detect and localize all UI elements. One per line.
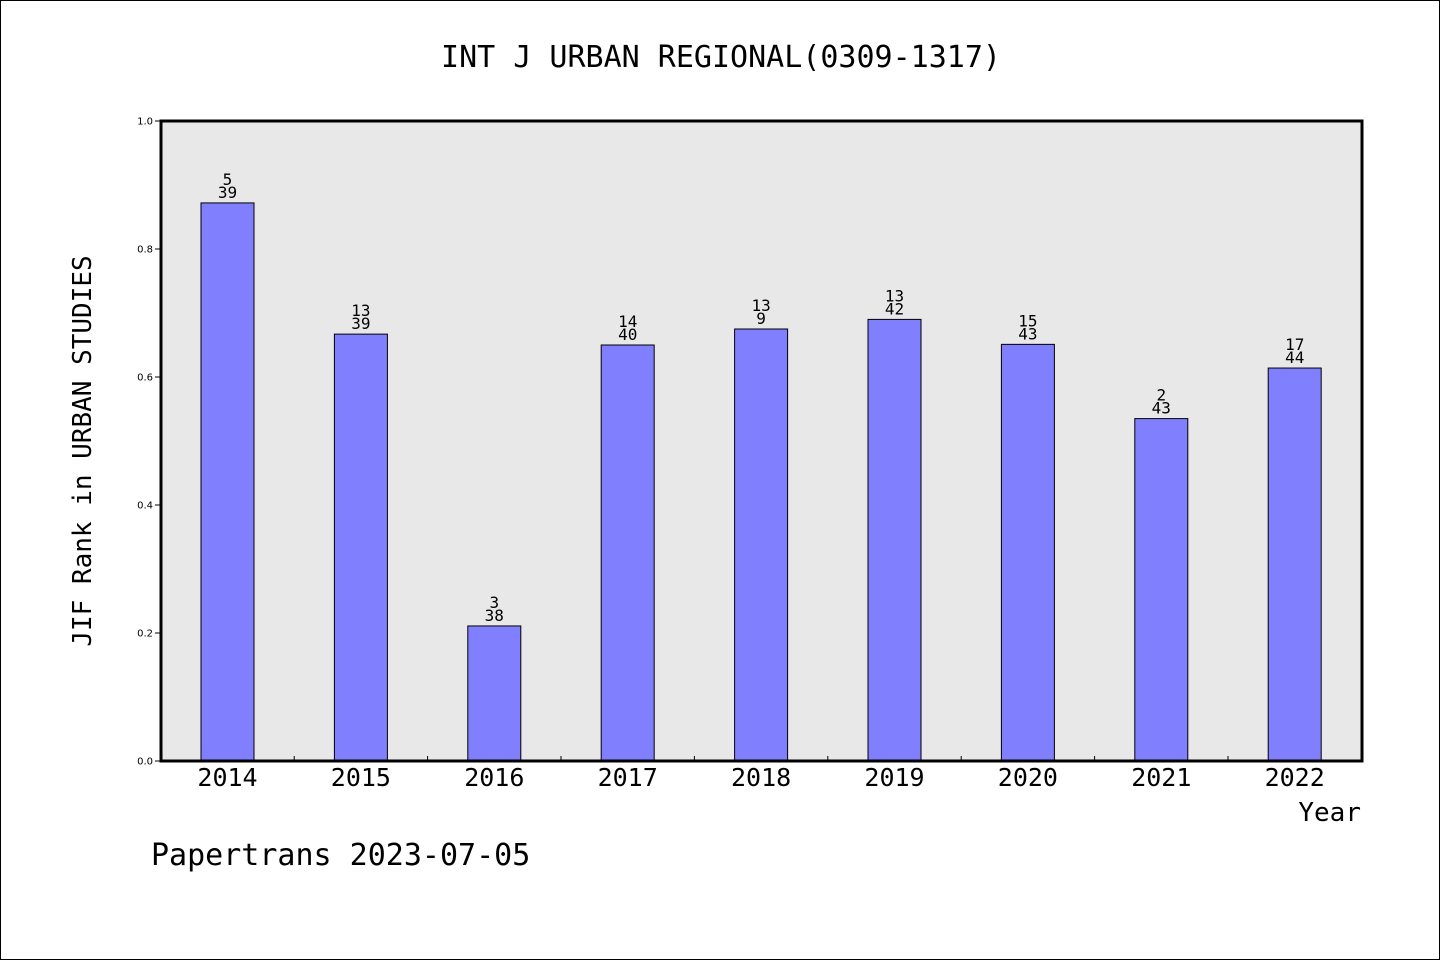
bar [200, 202, 255, 762]
x-tick-label: 2018 [731, 763, 791, 792]
y-axis-title: JIF Rank in URBAN STUDIES [68, 255, 98, 646]
bar-total-label: 9 [756, 309, 766, 328]
bar [1000, 343, 1055, 762]
y-tick-label: 0.6 [137, 373, 153, 384]
bar-rank-label: 5 [223, 170, 233, 189]
plot-border [159, 119, 1364, 763]
bar-total-label: 39 [218, 183, 237, 202]
y-tick-label: 0.4 [137, 501, 153, 512]
bar-rank-label: 13 [885, 286, 904, 305]
bar [333, 333, 388, 762]
bar-total-label: 42 [885, 299, 904, 318]
y-tick-label: 0.2 [137, 629, 153, 640]
x-tick-label: 2021 [1131, 763, 1191, 792]
bar [600, 344, 655, 762]
bar-total-label: 44 [1285, 348, 1304, 367]
bar-rank-label: 3 [489, 593, 499, 612]
bars [200, 202, 1322, 762]
bar-total-label: 39 [351, 314, 370, 333]
bar-total-label: 43 [1152, 399, 1171, 418]
bar-rank-label: 13 [751, 296, 770, 315]
bar-total-label: 40 [618, 325, 637, 344]
bar-rank-label: 14 [618, 312, 637, 331]
y-axis: 0.0 0.2 0.4 0.6 0.8 1.0 [137, 117, 161, 768]
x-axis: 2014 2015 2016 2017 2018 2019 2020 2021 2022 [197, 756, 1325, 792]
bar [1267, 367, 1322, 762]
y-tick-label: 1.0 [137, 117, 153, 128]
x-tick-label: 2017 [598, 763, 658, 792]
bar [1134, 418, 1189, 762]
y-tick-label: 0.8 [137, 245, 153, 256]
bar-total-label: 43 [1018, 324, 1037, 343]
footer-credit: Papertrans 2023-07-05 [151, 838, 530, 873]
x-tick-label: 2020 [998, 763, 1058, 792]
x-tick-label: 2014 [197, 763, 257, 792]
bar-total-label: 38 [485, 606, 504, 625]
x-tick-label: 2015 [331, 763, 391, 792]
x-axis-title: Year [1298, 798, 1361, 828]
bar [734, 328, 789, 762]
x-tick-label: 2019 [864, 763, 924, 792]
chart-title: INT J URBAN REGIONAL(0309-1317) [441, 40, 1001, 75]
bar-rank-label: 17 [1285, 335, 1304, 354]
bar [467, 625, 522, 762]
bar-rank-label: 15 [1018, 311, 1037, 330]
y-tick-label: 0.0 [137, 757, 153, 768]
bar-rank-label: 13 [351, 301, 370, 320]
bar-rank-label: 2 [1156, 386, 1166, 405]
bar [867, 318, 922, 762]
x-tick-label: 2016 [464, 763, 524, 792]
x-tick-label: 2022 [1265, 763, 1325, 792]
